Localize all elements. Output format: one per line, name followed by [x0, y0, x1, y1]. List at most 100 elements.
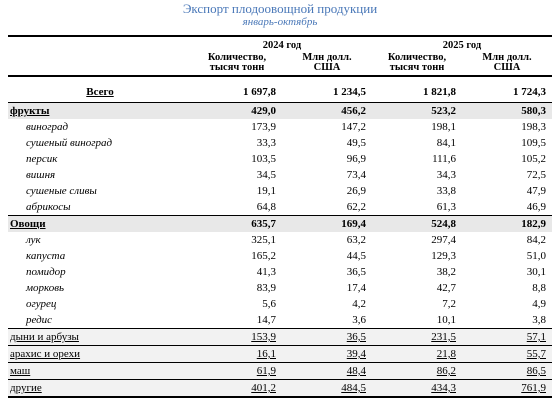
cell-q2025: 129,3	[431, 250, 456, 262]
cell-q2025: 38,2	[436, 266, 456, 278]
cell-q2024: 64,8	[256, 201, 276, 213]
cell-q2025: 523,2	[372, 102, 462, 119]
cell-q2025: 42,7	[436, 282, 456, 294]
cell-q2024: 173,9	[251, 121, 276, 133]
cell-u2025: 8,8	[532, 282, 546, 294]
row-label: персик	[26, 153, 58, 165]
cell-q2024: 103,5	[251, 153, 276, 165]
others-section: дыни и арбузы 153,9 36,5 231,5 57,1 арахис и …	[8, 328, 552, 398]
row-label: Овощи	[8, 215, 192, 232]
cell-q2024: 325,1	[251, 234, 276, 246]
cell-u2025: 4,9	[532, 298, 546, 310]
cell-u2024: 48,4	[282, 362, 372, 380]
cell-u2025: 51,0	[526, 250, 546, 262]
cell-u2025: 580,3	[462, 102, 552, 119]
qty-header-line1: Количество,	[387, 52, 447, 63]
item-row: лук 325,1 63,2 297,4 84,2	[8, 232, 552, 248]
cell-q2025: 297,4	[431, 234, 456, 246]
item-row: виноград 173,9 147,2 198,1 198,3	[8, 119, 552, 135]
row-label: вишня	[26, 169, 56, 181]
row-label: капуста	[26, 250, 66, 262]
usd-2025-header: Млн долл. США	[462, 52, 552, 76]
cell-u2025: 46,9	[526, 201, 546, 213]
cell-u2025: 30,1	[526, 266, 546, 278]
export-table: 2024 год 2025 год Количество, тысяч тонн …	[8, 35, 552, 398]
cell-u2024: 17,4	[346, 282, 366, 294]
cell-q2024: 83,9	[256, 282, 276, 294]
cell-q2025: 7,2	[442, 298, 456, 310]
row-label: абрикосы	[26, 201, 71, 213]
cell-u2025: 47,9	[526, 185, 546, 197]
cell-q2025: 33,8	[436, 185, 456, 197]
cell-u2024: 1 234,5	[282, 82, 372, 103]
vegetables-section: Овощи 635,7 169,4 524,8 182,9 лук 325,1 63,2 297…	[8, 215, 552, 329]
cell-q2025: 84,1	[436, 137, 456, 149]
cell-u2024: 484,5	[282, 379, 372, 398]
page-title: Экспорт плодоовощной продукции	[182, 1, 378, 16]
cell-u2024: 456,2	[282, 102, 372, 119]
item-row: сушеный виноград 33,3 49,5 84,1 109,5	[8, 135, 552, 151]
cell-u2024: 3,6	[352, 314, 366, 326]
row-label: дыни и арбузы	[8, 328, 192, 346]
cell-u2024: 39,4	[282, 345, 372, 363]
cell-u2024: 44,5	[346, 250, 366, 262]
item-row: морковь 83,9 17,4 42,7 8,8	[8, 280, 552, 296]
group-row-fruits: фрукты 429,0 456,2 523,2 580,3	[8, 102, 552, 119]
cell-q2024: 34,5	[256, 169, 276, 181]
qty-header-line2: тысяч тонн	[209, 62, 265, 73]
item-row: вишня 34,5 73,4 34,3 72,5	[8, 167, 552, 183]
year-header-row: 2024 год 2025 год	[8, 39, 552, 53]
cell-u2025: 55,7	[462, 345, 552, 363]
empty-header-cell	[8, 53, 192, 76]
cell-q2025: 61,3	[436, 201, 456, 213]
cell-q2024: 165,2	[251, 250, 276, 262]
qty-header-line2: тысяч тонн	[389, 62, 445, 73]
cell-q2024: 401,2	[192, 379, 282, 398]
cell-q2025: 21,8	[372, 345, 462, 363]
row-label: огурец	[26, 298, 57, 310]
cell-q2025: 10,1	[436, 314, 456, 326]
other-row: другие 401,2 484,5 434,3 761,9	[8, 379, 552, 398]
top-rule	[8, 35, 552, 39]
total-row: Всего 1 697,8 1 234,5 1 821,8 1 724,3	[8, 82, 552, 103]
cell-u2025: 84,2	[526, 234, 546, 246]
page-subtitle: январь-октябрь	[242, 16, 318, 28]
cell-u2024: 26,9	[346, 185, 366, 197]
cell-u2024: 36,5	[346, 266, 366, 278]
cell-q2024: 41,3	[256, 266, 276, 278]
cell-q2024: 16,1	[192, 345, 282, 363]
cell-q2024: 19,1	[256, 185, 276, 197]
cell-q2024: 61,9	[192, 362, 282, 380]
cell-q2024: 635,7	[192, 215, 282, 232]
cell-u2025: 72,5	[526, 169, 546, 181]
cell-u2025: 3,8	[532, 314, 546, 326]
cell-q2025: 34,3	[436, 169, 456, 181]
cell-q2025: 198,1	[431, 121, 456, 133]
row-label: помидор	[26, 266, 66, 278]
item-row: абрикосы 64,8 62,2 61,3 46,9	[8, 199, 552, 216]
other-row: дыни и арбузы 153,9 36,5 231,5 57,1	[8, 328, 552, 346]
cell-u2025: 105,2	[521, 153, 546, 165]
year-2025-header: 2025 год	[442, 40, 482, 51]
other-row: маш 61,9 48,4 86,2 86,5	[8, 362, 552, 380]
row-label: сушеный виноград	[26, 137, 113, 149]
cell-u2025: 1 724,3	[462, 82, 552, 103]
usd-header-line1: Млн долл.	[482, 52, 532, 63]
cell-u2025: 198,3	[521, 121, 546, 133]
row-label: сушеные сливы	[26, 185, 97, 197]
usd-header-line2: США	[313, 62, 341, 73]
cell-q2024: 429,0	[192, 102, 282, 119]
row-label: арахис и орехи	[8, 345, 192, 363]
cell-u2024: 147,2	[341, 121, 366, 133]
cell-q2024: 5,6	[262, 298, 276, 310]
group-row-vegetables: Овощи 635,7 169,4 524,8 182,9	[8, 215, 552, 232]
cell-u2025: 57,1	[462, 328, 552, 346]
column-header-row: Количество, тысяч тонн Млн долл. США Колич…	[8, 52, 552, 76]
item-row: капуста 165,2 44,5 129,3 51,0	[8, 248, 552, 264]
cell-u2024: 63,2	[346, 234, 366, 246]
cell-u2025: 109,5	[521, 137, 546, 149]
cell-q2024: 1 697,8	[192, 82, 282, 103]
cell-u2024: 36,5	[282, 328, 372, 346]
item-row: персик 103,5 96,9 111,6 105,2	[8, 151, 552, 167]
row-label: фрукты	[8, 102, 192, 119]
